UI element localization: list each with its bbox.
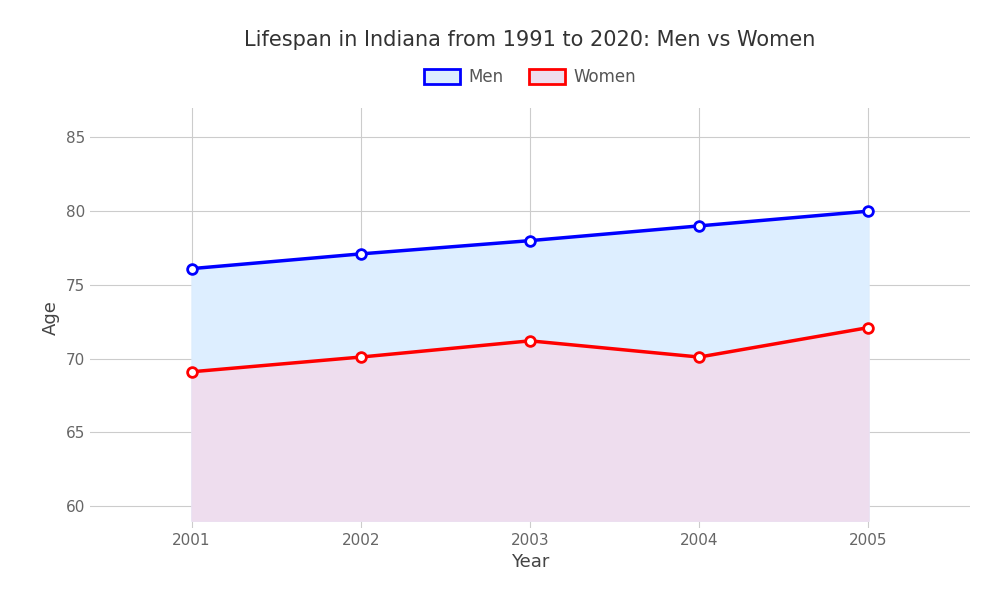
Title: Lifespan in Indiana from 1991 to 2020: Men vs Women: Lifespan in Indiana from 1991 to 2020: M… bbox=[244, 29, 816, 49]
Y-axis label: Age: Age bbox=[42, 301, 60, 335]
Legend: Men, Women: Men, Women bbox=[417, 62, 643, 93]
X-axis label: Year: Year bbox=[511, 553, 549, 571]
